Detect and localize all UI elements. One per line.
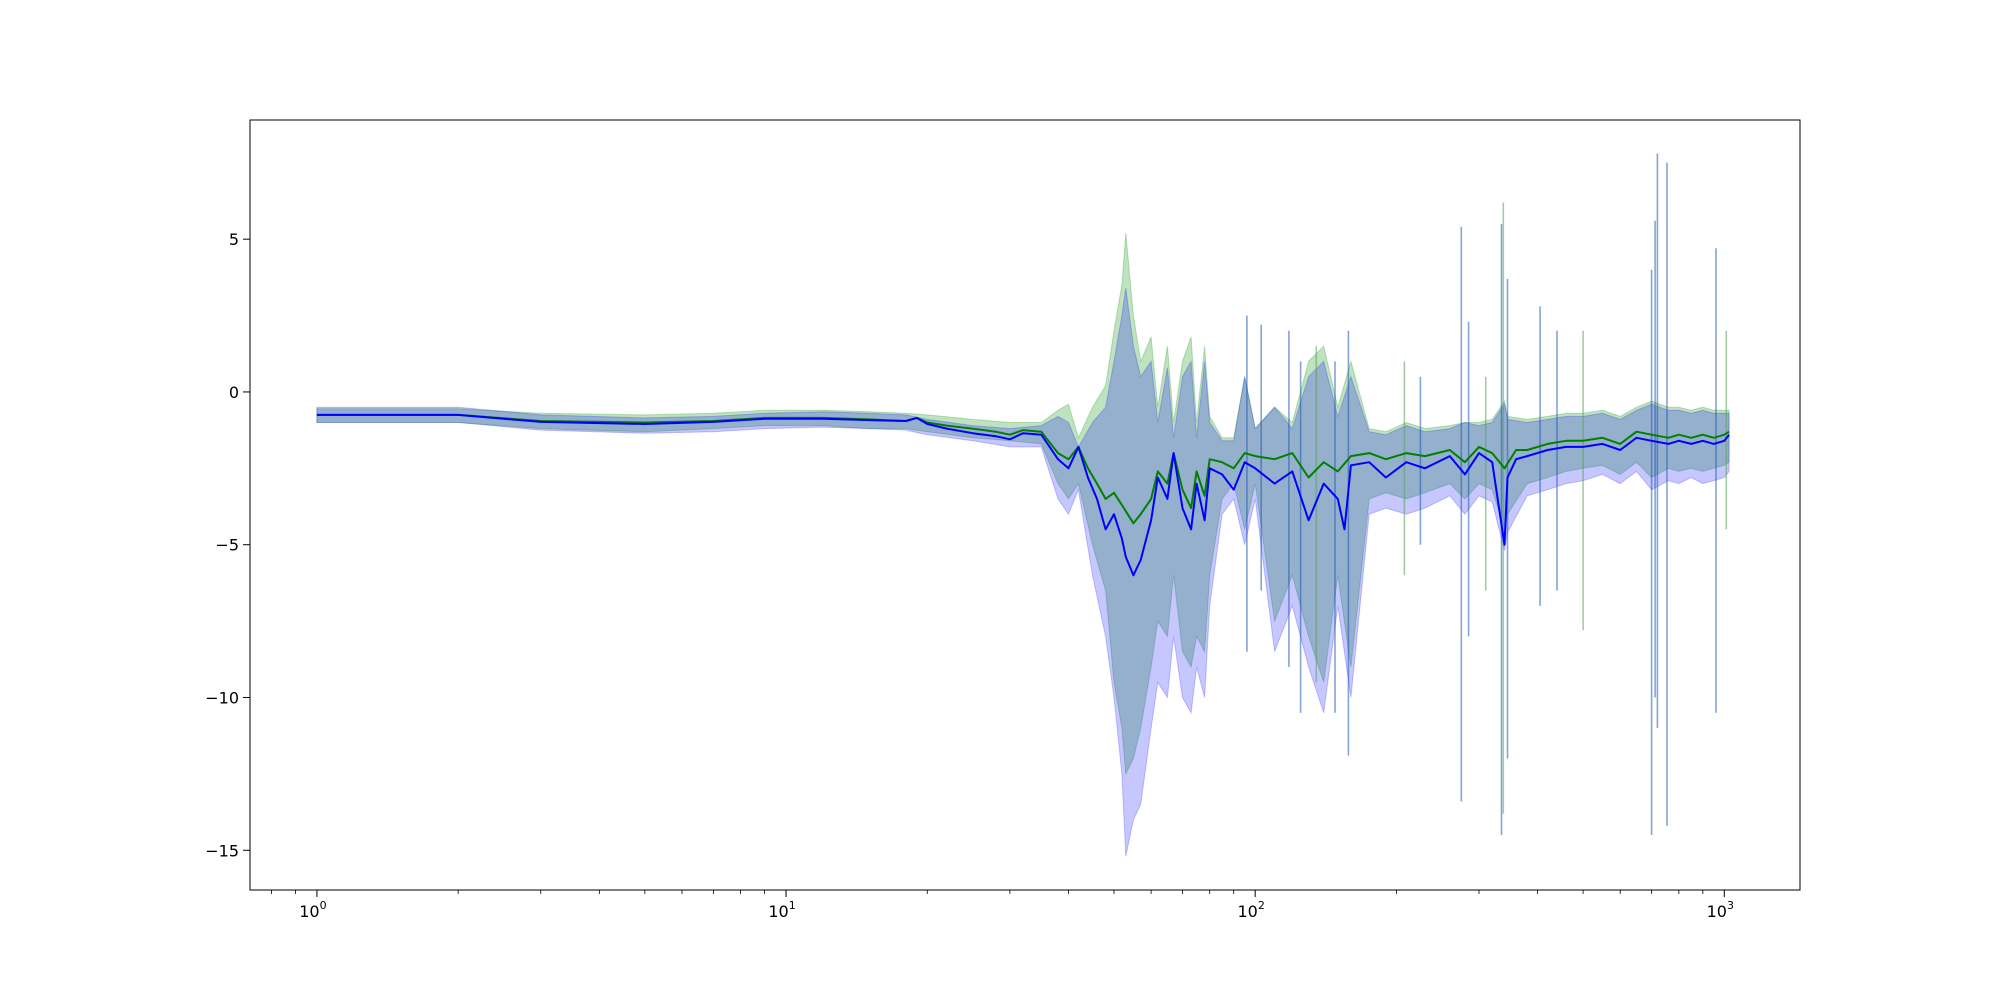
spikes-layer [1246, 153, 1728, 835]
y-tick-label: 0 [229, 383, 239, 402]
series-line-1 [316, 413, 1730, 525]
bands-layer [316, 233, 1730, 857]
band-2 [316, 288, 1730, 857]
y-tick-label: −5 [215, 536, 239, 555]
y-tick-label: −15 [205, 841, 239, 860]
band-1 [316, 233, 1730, 776]
series-layer [316, 413, 1730, 577]
y-tick-label: 5 [229, 230, 239, 249]
y-axis: 5 0 −5 −10 −15 [205, 230, 250, 860]
y-tick-label: −10 [205, 689, 239, 708]
series-line-2 [316, 413, 1730, 577]
plot-frame [249, 119, 1801, 891]
